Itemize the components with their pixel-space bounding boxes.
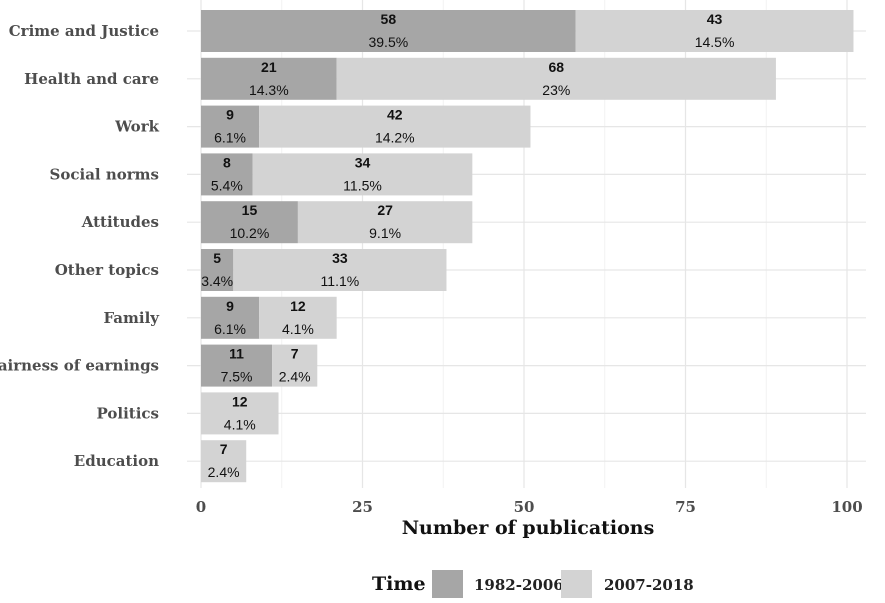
legend-swatch xyxy=(561,570,592,598)
bar-percent-label: 11.1% xyxy=(321,273,360,289)
x-tick-label: 0 xyxy=(196,498,206,516)
bar-segment xyxy=(201,296,260,339)
axis-layer: Crime and Justice Health and care Work Soci… xyxy=(0,22,863,516)
bar-count-label: 9 xyxy=(226,107,234,123)
bar-layer xyxy=(201,10,854,483)
x-tick-label: 25 xyxy=(352,498,373,516)
bar-segment xyxy=(259,105,531,148)
bar-percent-label: 14.3% xyxy=(249,82,289,98)
bar-percent-label: 39.5% xyxy=(368,34,408,50)
bar-count-label: 21 xyxy=(261,59,277,75)
bar-percent-label: 2.4% xyxy=(279,369,311,385)
bar-count-label: 11 xyxy=(229,346,244,362)
bar-segment xyxy=(201,392,279,435)
category-label: Work xyxy=(114,118,160,136)
bar-percent-label: 7.5% xyxy=(221,369,253,385)
bar-count-label: 12 xyxy=(232,393,248,409)
legend-swatch xyxy=(432,570,463,598)
bar-percent-label: 23% xyxy=(542,82,570,98)
bar-count-label: 12 xyxy=(290,298,306,314)
legend-label: 2007-2018 xyxy=(604,576,694,594)
category-label: Health and care xyxy=(24,70,159,88)
legend-title: Time xyxy=(372,573,426,595)
bar-percent-label: 6.1% xyxy=(214,321,246,337)
bar-count-label: 68 xyxy=(549,59,565,75)
x-tick-label: 50 xyxy=(514,498,535,516)
bar-segment xyxy=(201,201,298,244)
x-axis-title: Number of publications xyxy=(402,517,655,539)
bar-percent-label: 4.1% xyxy=(224,416,256,432)
bar-percent-label: 5.4% xyxy=(211,177,243,193)
bar-percent-label: 6.1% xyxy=(214,130,246,146)
bar-percent-label: 9.1% xyxy=(369,225,401,241)
category-label: Education xyxy=(74,452,159,470)
bar-count-label: 9 xyxy=(226,298,234,314)
bar-segment xyxy=(259,296,337,339)
bar-percent-label: 14.5% xyxy=(695,34,735,50)
bar-count-label: 7 xyxy=(291,346,299,362)
bar-percent-label: 3.4% xyxy=(201,273,233,289)
bar-count-label: 33 xyxy=(332,250,348,266)
bar-count-label: 27 xyxy=(377,202,393,218)
bar-segment xyxy=(201,249,234,291)
bar-segment xyxy=(201,57,337,100)
bar-segment xyxy=(575,10,854,52)
bar-count-label: 58 xyxy=(381,11,397,27)
bar-percent-label: 14.2% xyxy=(375,130,415,146)
category-label: Other topics xyxy=(55,261,159,279)
category-label: Attitudes xyxy=(81,213,159,231)
bar-segment xyxy=(201,10,576,52)
bar-count-label: 43 xyxy=(707,11,723,27)
bar-count-label: 15 xyxy=(242,202,258,218)
bar-percent-label: 2.4% xyxy=(208,464,240,480)
bar-count-label: 34 xyxy=(355,154,371,170)
category-label: Fairness of earnings xyxy=(0,357,159,375)
bar-segment xyxy=(233,249,447,291)
bar-percent-label: 4.1% xyxy=(282,321,314,337)
bar-segment xyxy=(201,105,260,148)
bar-percent-label: 11.5% xyxy=(343,177,382,193)
category-label: Family xyxy=(103,309,160,327)
bar-segment xyxy=(201,153,253,196)
bar-count-label: 8 xyxy=(223,154,231,170)
bar-segment xyxy=(297,201,473,244)
bar-count-label: 42 xyxy=(387,107,403,123)
bar-segment xyxy=(272,344,318,387)
bar-segment xyxy=(252,153,473,196)
bar-count-label: 7 xyxy=(220,441,228,457)
bar-segment xyxy=(336,57,776,100)
data-label-layer: 58 39.5% 43 14.5% 21 14.3% 68 23% 9 6.1% 42 14.2% 8 5… xyxy=(201,11,734,480)
category-label: Social norms xyxy=(50,165,159,183)
bar-percent-label: 10.2% xyxy=(230,225,270,241)
category-label: Politics xyxy=(97,404,159,422)
x-tick-label: 75 xyxy=(675,498,696,516)
bar-count-label: 5 xyxy=(213,250,221,266)
x-tick-label: 100 xyxy=(831,498,862,516)
bar-segment xyxy=(201,440,247,483)
legend-label: 1982-2006 xyxy=(474,576,564,594)
legend: Time 1982-2006 2007-2018 xyxy=(372,570,694,598)
bar-segment xyxy=(201,344,273,387)
category-label: Crime and Justice xyxy=(9,22,159,40)
